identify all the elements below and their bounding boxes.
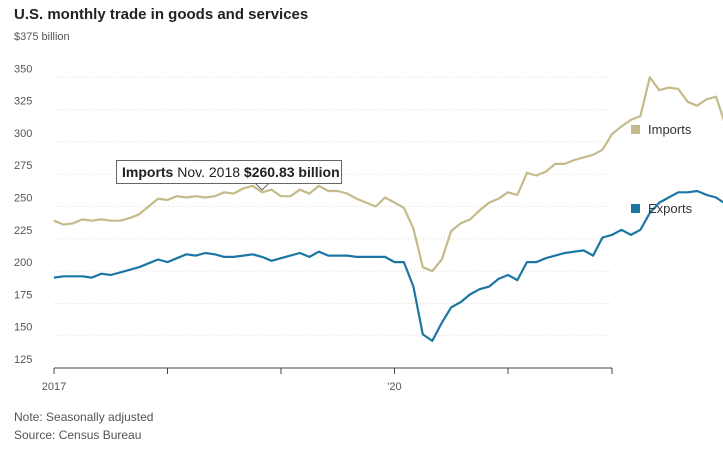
y-tick-label: 275 [14,160,32,172]
legend-swatch-exports [631,204,640,213]
y-tick-label: 250 [14,193,32,205]
legend-label-exports: Exports [648,201,693,216]
legend-swatch-imports [631,125,640,134]
y-tick-label: 300 [14,128,32,140]
y-axis-tick-labels: $375 billion 350 325 300 275 250 225 200 175 150 1… [14,31,70,366]
y-tick-label: 150 [14,322,32,334]
x-tick-label: 2017 [42,381,66,393]
tooltip-series: Imports [122,164,174,180]
y-tick-label: 325 [14,96,32,108]
y-tick-label: 125 [14,354,32,366]
data-tooltip: Imports Nov. 2018 $260.83 billion [116,160,342,184]
y-tick-label: 350 [14,63,32,75]
tooltip-value: $260.83 billion [243,164,340,180]
chart-note: Note: Seasonally adjusted [14,410,154,424]
legend-label-imports: Imports [648,122,692,137]
legend: Imports Exports [631,122,693,216]
x-tick-label: '20 [387,381,401,393]
series-lines [53,76,723,342]
y-tick-label: 225 [14,225,32,237]
chart-source: Source: Census Bureau [14,428,142,442]
y-tick-label: $375 billion [14,31,70,43]
x-axis: 2017 '20 [42,367,613,393]
series-line-imports [53,76,723,273]
gridlines [54,76,612,369]
chart-title: U.S. monthly trade in goods and services [14,6,309,23]
series-line-exports [53,189,723,342]
y-tick-label: 175 [14,289,32,301]
tooltip-date: Nov. 2018 [177,164,241,180]
y-tick-label: 200 [14,257,32,269]
